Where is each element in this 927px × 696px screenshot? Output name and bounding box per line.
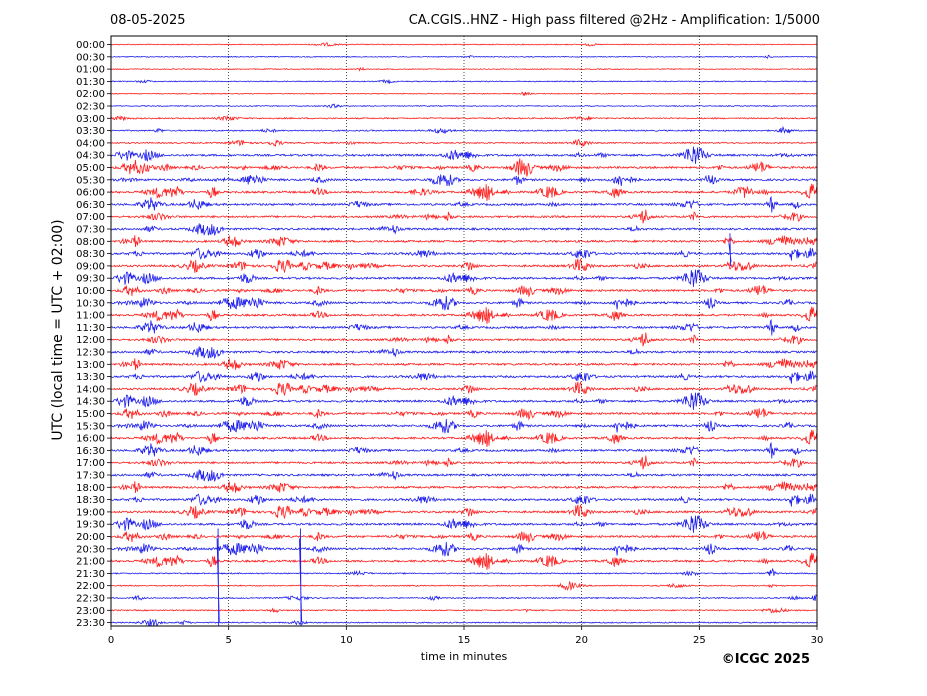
row-label: 05:00 [76, 163, 105, 174]
row-label: 03:30 [76, 126, 105, 137]
row-label: 11:00 [76, 311, 105, 322]
row-label: 12:00 [76, 335, 105, 346]
x-tick-label: 30 [811, 635, 824, 646]
row-label: 19:30 [76, 520, 105, 531]
trace-03-00 [110, 114, 817, 122]
row-label: 05:30 [76, 175, 105, 186]
y-axis-label: UTC (local time = UTC + 02:00) [50, 219, 66, 440]
row-label: 09:00 [76, 261, 105, 272]
x-tick-label: 0 [108, 635, 114, 646]
x-tick-label: 25 [693, 635, 706, 646]
row-label: 13:30 [76, 372, 105, 383]
row-label: 01:30 [76, 77, 105, 88]
row-label: 00:30 [76, 52, 105, 63]
trace-00-00 [110, 42, 817, 47]
row-label: 07:30 [76, 225, 105, 236]
row-label: 07:00 [76, 212, 105, 223]
row-label: 03:00 [76, 114, 105, 125]
row-label: 02:00 [76, 89, 105, 100]
row-label: 14:30 [76, 397, 105, 408]
row-label: 17:00 [76, 458, 105, 469]
trace-09-30 [110, 269, 817, 287]
row-label: 16:30 [76, 446, 105, 457]
row-label: 18:00 [76, 483, 105, 494]
row-label: 20:00 [76, 532, 105, 543]
trace-14-30 [110, 392, 817, 410]
trace-23-30 [110, 618, 817, 627]
x-tick-label: 15 [458, 635, 471, 646]
row-label: 15:30 [76, 421, 105, 432]
trace-04-30 [110, 146, 817, 164]
row-label: 22:00 [76, 581, 105, 592]
x-axis-ticks: 0 5 10 15 20 25 30 [108, 626, 824, 646]
row-label: 11:30 [76, 323, 105, 334]
trace-04-00 [110, 138, 817, 148]
row-label: 21:30 [76, 569, 105, 580]
spike-0 [216, 528, 220, 627]
row-label: 06:30 [76, 200, 105, 211]
row-label: 00:00 [76, 40, 105, 51]
row-label: 21:00 [76, 557, 105, 568]
trace-03-30 [110, 125, 817, 135]
row-label: 08:30 [76, 249, 105, 260]
trace-19-30 [110, 515, 817, 533]
spike-1 [298, 528, 303, 627]
row-label: 14:00 [76, 384, 105, 395]
row-label: 04:30 [76, 151, 105, 162]
date-label: 08-05-2025 [110, 13, 186, 28]
row-label: 18:30 [76, 495, 105, 506]
row-label: 01:00 [76, 65, 105, 76]
trace-05-00 [110, 158, 817, 177]
x-tick-label: 20 [575, 635, 588, 646]
row-label: 08:00 [76, 237, 105, 248]
row-label: 13:00 [76, 360, 105, 371]
row-label: 23:30 [76, 618, 105, 629]
row-label: 22:30 [76, 594, 105, 605]
x-tick-label: 5 [225, 635, 231, 646]
row-label: 19:00 [76, 507, 105, 518]
row-label: 06:00 [76, 188, 105, 199]
x-axis-label: time in minutes [421, 650, 508, 663]
x-tick-label: 10 [340, 635, 353, 646]
chart-title: CA.CGIS..HNZ - High pass filtered @2Hz -… [409, 13, 820, 28]
copyright-label: ©ICGC 2025 [722, 652, 810, 667]
trace-group [110, 42, 817, 627]
row-label: 23:00 [76, 606, 105, 617]
vertical-gridlines [228, 36, 700, 626]
row-label: 02:30 [76, 102, 105, 113]
row-label: 10:00 [76, 286, 105, 297]
spike-2 [728, 233, 732, 267]
row-label: 04:00 [76, 138, 105, 149]
row-label: 20:30 [76, 544, 105, 555]
row-label: 10:30 [76, 298, 105, 309]
row-label: 16:00 [76, 434, 105, 445]
row-label: 15:00 [76, 409, 105, 420]
row-label: 09:30 [76, 274, 105, 285]
row-label: 17:30 [76, 471, 105, 482]
row-label: 12:30 [76, 348, 105, 359]
